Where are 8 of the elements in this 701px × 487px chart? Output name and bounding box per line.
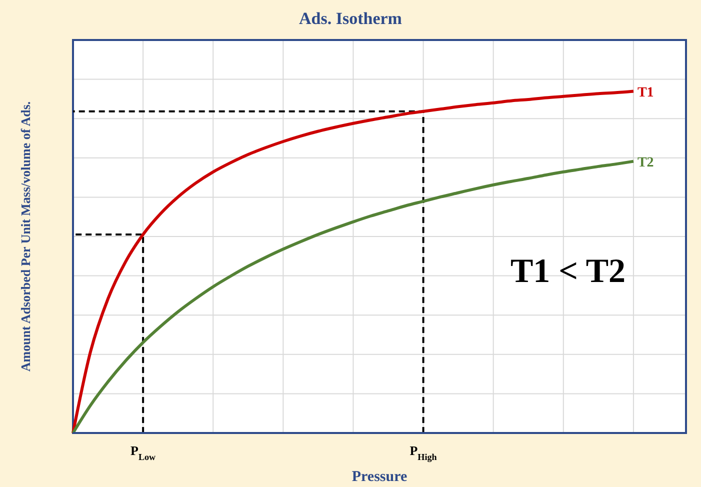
- y-axis-title: Amount Adsorbed Per Unit Mass/volume of Ads.: [18, 101, 33, 372]
- x-tick-label: P$_{Low}$: [130, 443, 156, 462]
- annotation: T1 < T2: [510, 253, 626, 290]
- x-axis-title: Pressure: [352, 469, 408, 485]
- chart-title: Ads. Isotherm: [299, 9, 402, 28]
- series-label: T1: [637, 85, 654, 100]
- series-label: T2: [637, 155, 654, 170]
- x-tick-label: P$_{High}$: [410, 443, 437, 462]
